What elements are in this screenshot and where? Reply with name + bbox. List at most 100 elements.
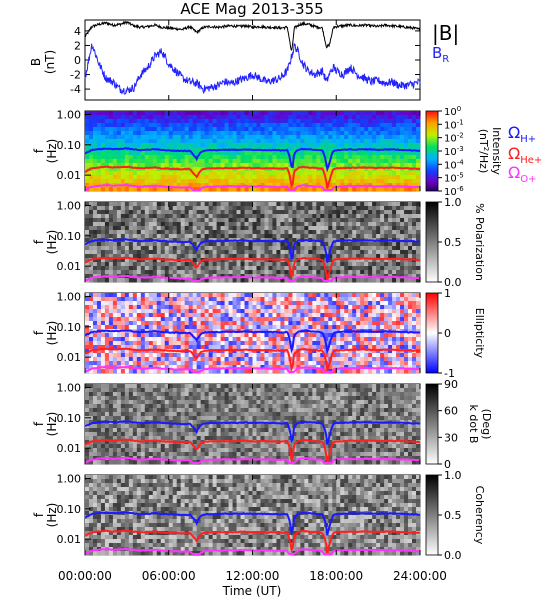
panel-1-cell [404,143,409,148]
panel-1-cell [248,159,253,164]
panel-1-cell [320,147,325,152]
panel-1-cell [300,155,305,160]
panel-3-cell [280,337,285,342]
panel-3-cell [164,309,170,314]
panel-1-cell [88,143,94,148]
panel-1-cell [328,179,333,184]
panel-1-cell [156,171,162,176]
panel-3-cell [220,361,225,366]
panel-1-cell [404,171,409,176]
panel-1-cell [304,159,309,164]
panel-3-cell [92,309,98,314]
panel-3-cell [144,321,150,326]
panel-2-cell [140,262,146,267]
panel-2-cell [172,234,178,239]
panel-1-cell [392,123,397,128]
panel-2-cell [140,214,146,219]
panel-2-cell [340,206,345,211]
panel-1-cell [376,167,381,172]
panel-1-cell [232,123,237,128]
panel-2-cell [308,258,313,263]
panel-2-cell [304,270,309,275]
panel-2-cell [128,270,134,275]
panel-3-cell [336,313,341,318]
panel-2-cell [104,214,110,219]
panel-1-cell [172,187,178,192]
panel-3-cell [156,305,162,310]
panel-2-cell [136,254,142,259]
panel-3-cell [320,293,325,298]
panel-2-cell [352,242,357,247]
panel-1-cell [388,167,393,172]
panel-2-cell [224,206,229,211]
panel-1-cell [240,187,245,192]
panel-2-cell [328,210,333,215]
panel-3-cell [85,329,90,334]
panel-3-cell [208,365,214,370]
panel-2-cell [180,270,186,275]
panel-1-cell [232,111,237,116]
panel-1-cell [96,159,102,164]
panel-1-cell [352,127,357,132]
panel-1-cell [160,111,166,116]
panel-2-cell [356,262,361,267]
panel-1-cell [312,187,317,192]
panel-1-cell [260,123,265,128]
panel-2-cell [168,254,174,259]
panel-3-cell [120,349,126,354]
panel-1-cell [304,167,309,172]
panel-3-cell [224,337,229,342]
panel-2-cell [204,230,210,235]
panel-3-cell [172,333,178,338]
panel-1-cell [104,151,110,156]
panel-2-cell [240,270,245,275]
panel-2-cell [156,258,162,263]
panel-3-cell [200,317,206,322]
panel-1-cell [316,163,321,168]
panel-3-cell [232,369,237,374]
panel-2-cell [336,226,341,231]
panel-3-cell [256,321,261,326]
panel-1-cell [100,123,106,128]
panel-3-cell [364,357,369,362]
panel-3-cell [144,297,150,302]
panel-2-cell [316,218,321,223]
panel-2-cell [308,250,313,255]
panel-1-cell [312,143,317,148]
panel-1-cell [284,187,289,192]
panel-1-cell [236,167,241,172]
panel-3-cell [108,349,114,354]
panel-2-cell [92,230,98,235]
panel-3-cell [92,345,98,350]
panel-2-cell [128,218,134,223]
panel-2-cell [92,270,98,275]
panel-2-cell [388,226,393,231]
panel-3-cell [112,357,118,362]
panel-1-cell [240,151,245,156]
panel-2-cell [416,270,421,275]
panel-3-cell [348,369,353,374]
panel-1-cell [240,119,245,124]
panel-2-cell [316,226,321,231]
panel-3-cell [124,337,130,342]
panel-2-cell [408,234,413,239]
panel-2-cell [88,242,94,247]
panel-1-cell [316,115,321,120]
panel-1-cell [264,179,269,184]
panel-2-cell [304,206,309,211]
panel-3-cell [272,305,277,310]
panel-3-cell [208,353,214,358]
panel-2-cell [308,266,313,271]
panel-1-cell [108,127,114,132]
panel-1-cell [408,119,413,124]
panel-2-cell [264,202,269,207]
panel-2-cell [332,210,337,215]
panel-3-cell [304,349,309,354]
panel-2-cell [372,246,377,251]
panel-2-cell [400,242,405,247]
panel-2-cell [340,214,345,219]
panel-3-cell [300,325,305,330]
panel-1-cell [308,135,313,140]
panel-2-cell [144,262,150,267]
panel-1-cell [224,115,229,120]
